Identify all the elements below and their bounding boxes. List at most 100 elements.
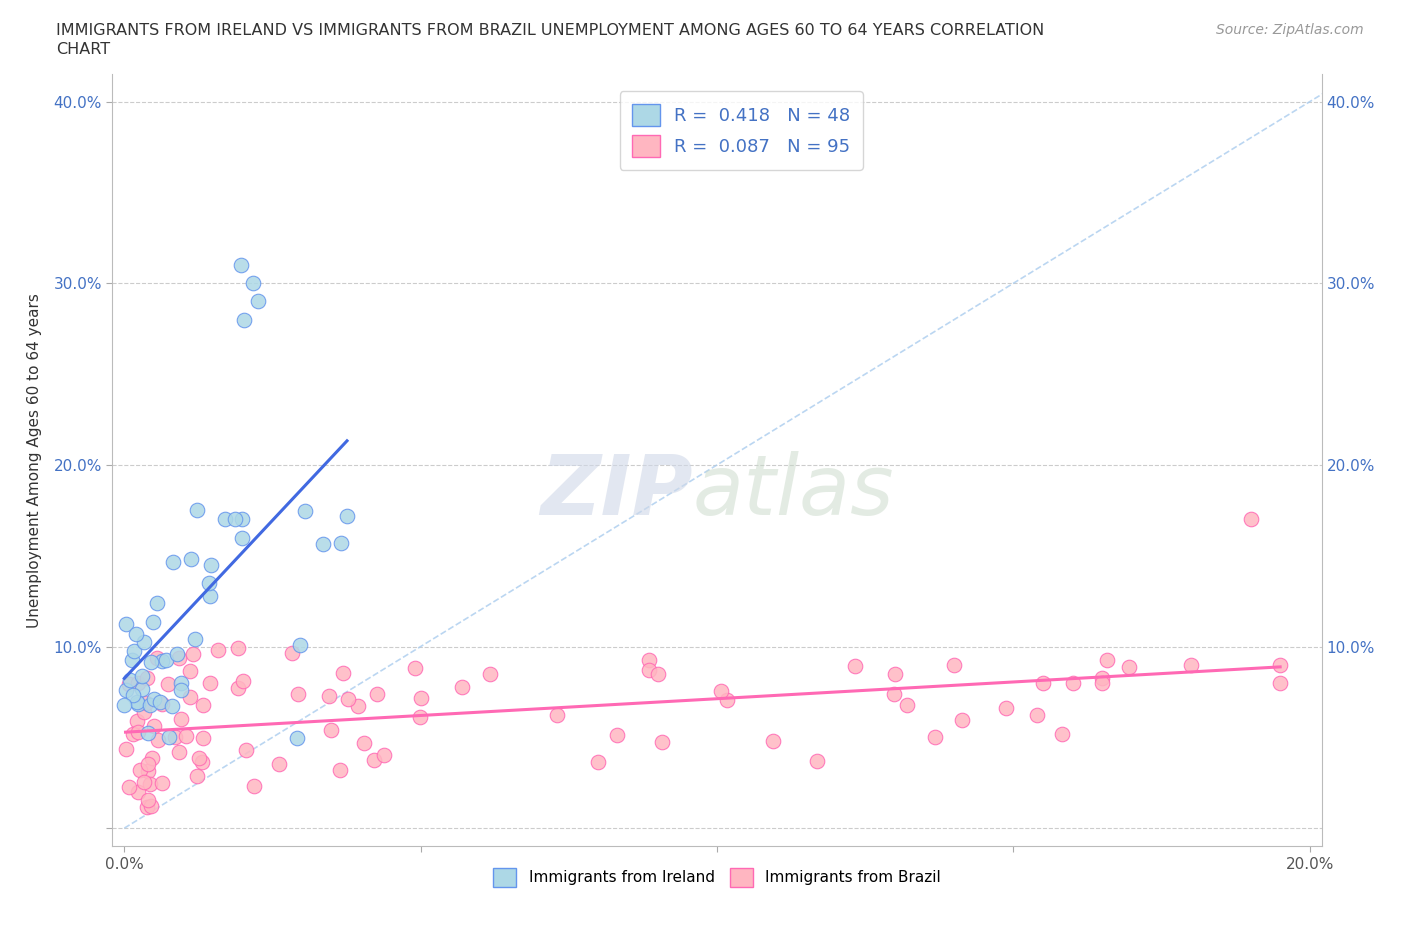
Point: [353, 736, 375, 751]
Point: [146, 733, 169, 748]
Point: [136, 725, 159, 740]
Point: [1090, 671, 1112, 685]
Point: [214, 512, 236, 526]
Point: [943, 658, 966, 672]
Point: [409, 710, 432, 724]
Point: [233, 312, 256, 327]
Point: [127, 697, 149, 711]
Point: [136, 792, 159, 807]
Point: [806, 753, 828, 768]
Point: [139, 798, 162, 813]
Point: [450, 679, 472, 694]
Point: [125, 627, 148, 642]
Text: Source: ZipAtlas.com: Source: ZipAtlas.com: [1216, 23, 1364, 37]
Point: [883, 686, 905, 701]
Point: [950, 712, 973, 727]
Text: ZIP: ZIP: [540, 451, 693, 532]
Point: [373, 748, 395, 763]
Point: [883, 666, 905, 681]
Point: [167, 744, 190, 759]
Point: [1050, 726, 1073, 741]
Text: IMMIGRANTS FROM IRELAND VS IMMIGRANTS FROM BRAZIL UNEMPLOYMENT AMONG AGES 60 TO : IMMIGRANTS FROM IRELAND VS IMMIGRANTS FR…: [56, 23, 1045, 38]
Point: [1091, 675, 1114, 690]
Point: [169, 651, 191, 666]
Point: [312, 537, 335, 551]
Point: [294, 503, 316, 518]
Legend: Immigrants from Ireland, Immigrants from Brazil: Immigrants from Ireland, Immigrants from…: [488, 862, 946, 893]
Point: [170, 711, 193, 726]
Point: [226, 641, 249, 656]
Point: [127, 676, 149, 691]
Point: [287, 686, 309, 701]
Point: [267, 757, 290, 772]
Point: [336, 692, 359, 707]
Point: [169, 675, 191, 690]
Point: [710, 684, 733, 699]
Point: [285, 730, 308, 745]
Point: [143, 719, 166, 734]
Point: [200, 589, 222, 604]
Point: [479, 667, 502, 682]
Point: [135, 696, 157, 711]
Point: [366, 686, 388, 701]
Point: [1097, 653, 1119, 668]
Point: [166, 646, 188, 661]
Point: [174, 729, 197, 744]
Point: [329, 763, 352, 777]
Point: [186, 503, 208, 518]
Point: [139, 655, 162, 670]
Point: [1032, 675, 1054, 690]
Point: [141, 751, 163, 765]
Point: [995, 701, 1018, 716]
Point: [127, 785, 149, 800]
Point: [149, 695, 172, 710]
Point: [762, 734, 785, 749]
Point: [181, 647, 204, 662]
Point: [127, 724, 149, 739]
Point: [188, 751, 211, 765]
Point: [346, 698, 368, 713]
Point: [231, 674, 253, 689]
Point: [191, 754, 214, 769]
Point: [114, 617, 136, 631]
Point: [329, 535, 352, 550]
Point: [281, 645, 304, 660]
Point: [136, 671, 159, 685]
Point: [1118, 660, 1140, 675]
Point: [637, 662, 659, 677]
Point: [844, 658, 866, 673]
Point: [1026, 708, 1049, 723]
Point: [136, 799, 159, 814]
Point: [243, 778, 266, 793]
Point: [228, 681, 250, 696]
Point: [242, 276, 264, 291]
Point: [156, 676, 179, 691]
Point: [224, 512, 246, 526]
Point: [637, 652, 659, 667]
Point: [716, 692, 738, 707]
Point: [896, 698, 918, 712]
Point: [198, 575, 221, 590]
Point: [146, 650, 169, 665]
Point: [136, 764, 159, 778]
Point: [321, 723, 343, 737]
Point: [128, 763, 150, 777]
Point: [114, 742, 136, 757]
Point: [127, 694, 149, 709]
Point: [121, 653, 143, 668]
Point: [1062, 675, 1084, 690]
Point: [155, 653, 177, 668]
Point: [246, 294, 269, 309]
Point: [112, 698, 135, 712]
Point: [363, 753, 385, 768]
Point: [235, 742, 257, 757]
Point: [179, 690, 201, 705]
Point: [121, 727, 143, 742]
Point: [157, 730, 180, 745]
Point: [231, 530, 253, 545]
Point: [336, 509, 359, 524]
Point: [198, 675, 221, 690]
Point: [131, 669, 153, 684]
Point: [231, 512, 253, 526]
Point: [122, 644, 145, 658]
